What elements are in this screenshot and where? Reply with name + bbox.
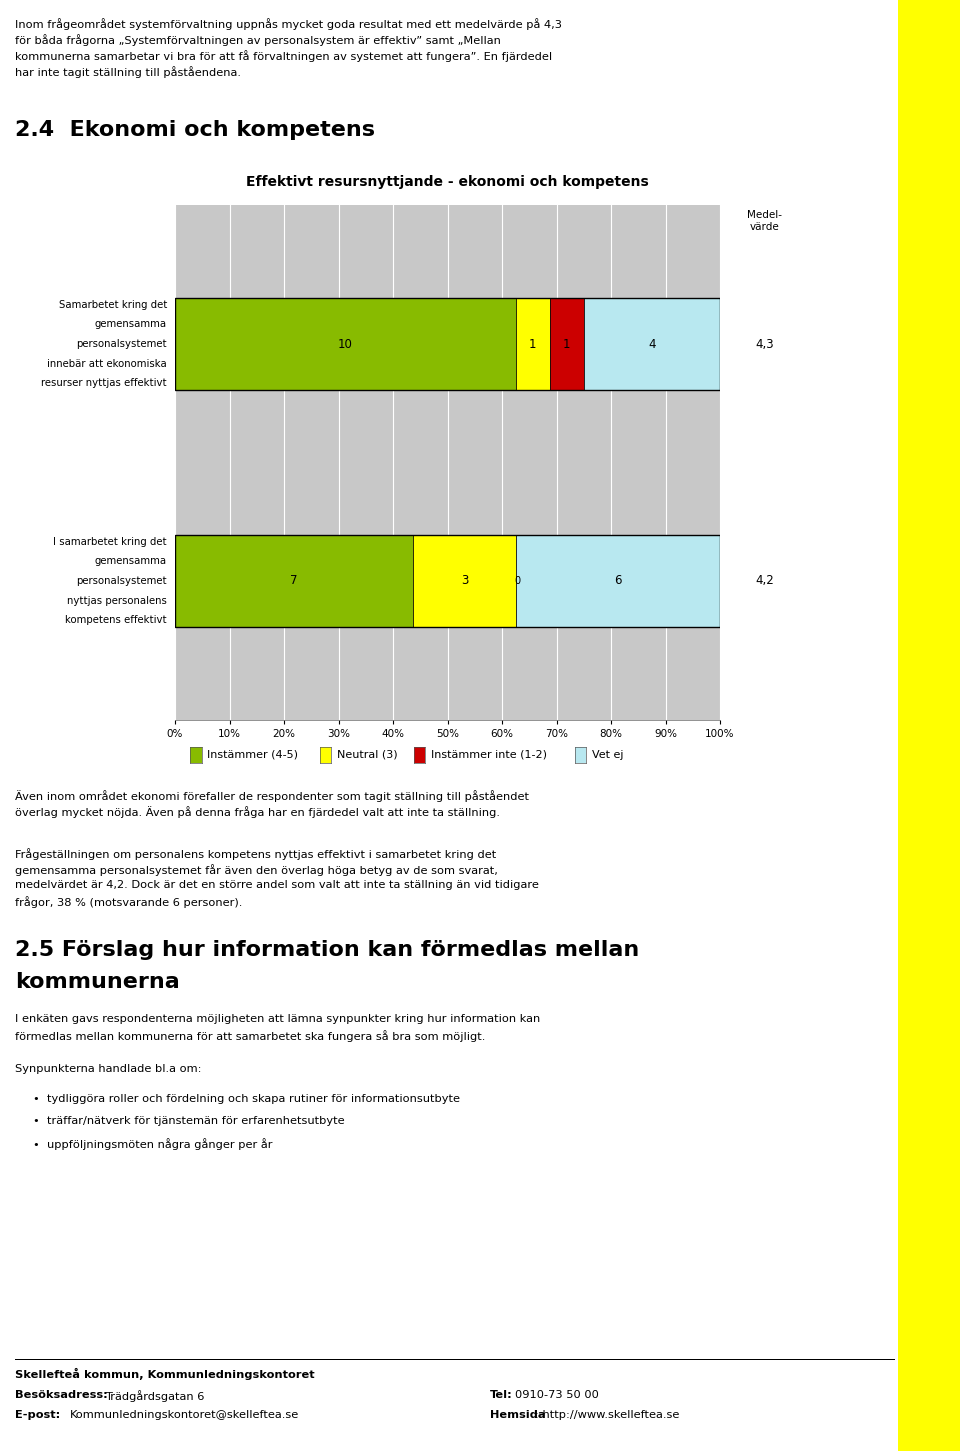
Text: Medel-
värde: Medel- värde bbox=[748, 210, 782, 232]
Text: gemensamma: gemensamma bbox=[95, 319, 167, 329]
Text: kompetens effektivt: kompetens effektivt bbox=[65, 615, 167, 625]
Bar bbox=[516, 297, 550, 390]
Text: Även inom området ekonomi förefaller de respondenter som tagit ställning till på: Även inom området ekonomi förefaller de … bbox=[15, 789, 529, 802]
Text: •  träffar/nätverk för tjänstemän för erfarenhetsutbyte: • träffar/nätverk för tjänstemän för erf… bbox=[33, 1116, 345, 1126]
Text: Kommunledningskontoret@skelleftea.se: Kommunledningskontoret@skelleftea.se bbox=[70, 1410, 300, 1421]
Text: gemensamma personalsystemet får även den överlag höga betyg av de som svarat,: gemensamma personalsystemet får även den… bbox=[15, 863, 498, 876]
Text: Skellefteå kommun, Kommunledningskontoret: Skellefteå kommun, Kommunledningskontore… bbox=[15, 1368, 315, 1380]
Text: 7: 7 bbox=[291, 575, 298, 588]
Text: Vet ej: Vet ej bbox=[592, 750, 624, 760]
Text: 2.4  Ekonomi och kompetens: 2.4 Ekonomi och kompetens bbox=[15, 120, 375, 139]
Bar bbox=[550, 297, 584, 390]
Text: 1: 1 bbox=[529, 338, 537, 351]
Text: Neutral (3): Neutral (3) bbox=[337, 750, 397, 760]
Text: för båda frågorna „Systemförvaltningen av personalsystem är effektiv” samt „Mell: för båda frågorna „Systemförvaltningen a… bbox=[15, 33, 501, 46]
Bar bbox=[584, 297, 720, 390]
Text: 1: 1 bbox=[563, 338, 570, 351]
Text: 4: 4 bbox=[648, 338, 656, 351]
Text: Synpunkterna handlade bl.a om:: Synpunkterna handlade bl.a om: bbox=[15, 1064, 202, 1074]
Text: Instämmer (4-5): Instämmer (4-5) bbox=[207, 750, 299, 760]
Text: Tel:: Tel: bbox=[490, 1390, 513, 1400]
Text: Trädgårdsgatan 6: Trädgårdsgatan 6 bbox=[105, 1390, 204, 1402]
Text: personalsystemet: personalsystemet bbox=[77, 576, 167, 586]
Text: kommunerna: kommunerna bbox=[15, 972, 180, 992]
Text: 6: 6 bbox=[614, 575, 621, 588]
Text: 0910-73 50 00: 0910-73 50 00 bbox=[515, 1390, 599, 1400]
Text: •  tydliggöra roller och fördelning och skapa rutiner för informationsutbyte: • tydliggöra roller och fördelning och s… bbox=[33, 1094, 460, 1104]
Text: förmedlas mellan kommunerna för att samarbetet ska fungera så bra som möjligt.: förmedlas mellan kommunerna för att sama… bbox=[15, 1030, 486, 1042]
Bar bbox=[175, 534, 720, 627]
Text: I samarbetet kring det: I samarbetet kring det bbox=[54, 537, 167, 547]
Text: I enkäten gavs respondenterna möjligheten att lämna synpunkter kring hur informa: I enkäten gavs respondenterna möjlighete… bbox=[15, 1014, 540, 1024]
Text: nyttjas personalens: nyttjas personalens bbox=[67, 595, 167, 605]
Text: 4,2: 4,2 bbox=[756, 575, 775, 588]
Text: har inte tagit ställning till påståendena.: har inte tagit ställning till påståenden… bbox=[15, 65, 241, 78]
Text: personalsystemet: personalsystemet bbox=[77, 340, 167, 350]
Text: 2.5 Förslag hur information kan förmedlas mellan: 2.5 Förslag hur information kan förmedla… bbox=[15, 940, 639, 961]
Text: frågor, 38 % (motsvarande 6 personer).: frågor, 38 % (motsvarande 6 personer). bbox=[15, 897, 242, 908]
Bar bbox=[414, 534, 516, 627]
Text: Samarbetet kring det: Samarbetet kring det bbox=[59, 300, 167, 311]
Text: : http://www.skelleftea.se: : http://www.skelleftea.se bbox=[535, 1410, 680, 1421]
Text: •  uppföljningsmöten några gånger per år: • uppföljningsmöten några gånger per år bbox=[33, 1138, 273, 1149]
Bar bbox=[175, 534, 414, 627]
Text: 10: 10 bbox=[338, 338, 352, 351]
Text: medelvärdet är 4,2. Dock är det en större andel som valt att inte ta ställning ä: medelvärdet är 4,2. Dock är det en störr… bbox=[15, 879, 539, 889]
Text: gemensamma: gemensamma bbox=[95, 556, 167, 566]
Text: Hemsida: Hemsida bbox=[490, 1410, 545, 1421]
Bar bbox=[175, 297, 516, 390]
Text: innebär att ekonomiska: innebär att ekonomiska bbox=[47, 358, 167, 369]
Text: Inom frågeområdet systemförvaltning uppnås mycket goda resultat med ett medelvär: Inom frågeområdet systemförvaltning uppn… bbox=[15, 17, 562, 30]
Bar bbox=[516, 534, 720, 627]
Text: Frågeställningen om personalens kompetens nyttjas effektivt i samarbetet kring d: Frågeställningen om personalens kompeten… bbox=[15, 847, 496, 860]
Text: Besöksadress:: Besöksadress: bbox=[15, 1390, 108, 1400]
Text: 0: 0 bbox=[515, 576, 520, 586]
Text: E-post:: E-post: bbox=[15, 1410, 60, 1421]
Text: Instämmer inte (1-2): Instämmer inte (1-2) bbox=[431, 750, 547, 760]
Text: 4,3: 4,3 bbox=[756, 338, 775, 351]
Text: Effektivt resursnyttjande - ekonomi och kompetens: Effektivt resursnyttjande - ekonomi och … bbox=[246, 176, 649, 189]
Text: resurser nyttjas effektivt: resurser nyttjas effektivt bbox=[41, 379, 167, 389]
Bar bbox=[175, 297, 720, 390]
Text: 3: 3 bbox=[461, 575, 468, 588]
Text: kommunerna samarbetar vi bra för att få förvaltningen av systemet att fungera”. : kommunerna samarbetar vi bra för att få … bbox=[15, 49, 552, 62]
Text: överlag mycket nöjda. Även på denna fråga har en fjärdedel valt att inte ta stäl: överlag mycket nöjda. Även på denna fråg… bbox=[15, 805, 500, 818]
